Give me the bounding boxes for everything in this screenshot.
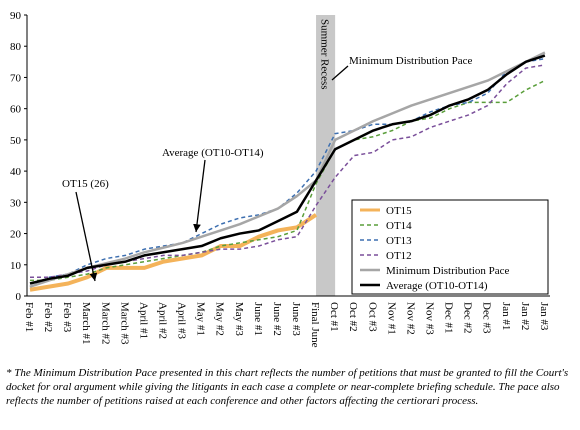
y-tick-label: 20 xyxy=(10,229,22,241)
x-tick-label: Oct #3 xyxy=(366,302,378,332)
x-tick-label: Dec #1 xyxy=(443,302,455,333)
x-tick-label: April #1 xyxy=(137,302,149,339)
x-tick-label: Feb #1 xyxy=(23,302,35,332)
x-tick-label: Jan #3 xyxy=(538,302,550,331)
series-line xyxy=(29,51,546,288)
x-tick-label: May #2 xyxy=(214,302,226,336)
x-tick-label: Oct #1 xyxy=(328,302,340,332)
x-tick-label: Oct #2 xyxy=(347,302,359,332)
x-tick-label: June #3 xyxy=(290,302,302,336)
chart: Summer Recess 0 10 20 30 40 50 60 70 80 90 Feb #1 Fe… xyxy=(10,10,550,348)
legend-label: OT12 xyxy=(386,250,412,262)
x-tick-label: Feb #2 xyxy=(42,302,54,332)
legend-label: OT14 xyxy=(386,220,412,232)
annotation-pointer xyxy=(75,191,98,282)
annotation-pointer xyxy=(193,159,206,233)
x-tick-label: Nov #1 xyxy=(385,302,397,335)
x-tick-label: Nov #3 xyxy=(423,302,435,335)
legend-box xyxy=(351,199,549,295)
x-tick-label: Final June xyxy=(309,302,321,348)
y-tick-label: 10 xyxy=(10,260,22,272)
x-tick-label: Jan #2 xyxy=(519,302,531,330)
y-tick-label: 90 xyxy=(10,10,22,22)
series-line xyxy=(30,79,546,282)
x-tick-label: Dec #3 xyxy=(481,302,493,334)
x-tick-label: March #3 xyxy=(118,302,130,345)
y-tick-label: 0 xyxy=(16,291,22,303)
x-tick-label: June #2 xyxy=(271,302,283,336)
footnote: * The Minimum Distribution Pace presente… xyxy=(6,367,569,407)
legend-label: OT15 xyxy=(386,205,412,217)
legend-label: Average (OT10-OT14) xyxy=(386,280,488,292)
x-tick-label: Feb #3 xyxy=(61,302,73,333)
x-tick-label: Jan #1 xyxy=(500,302,512,330)
series-line xyxy=(29,54,546,285)
summer-recess-band xyxy=(316,15,336,296)
annotation-pointer xyxy=(331,65,349,81)
x-tick-label: May #1 xyxy=(195,302,207,336)
legend-label: OT13 xyxy=(386,235,412,247)
y-tick-label: 60 xyxy=(10,104,22,116)
y-tick-label: 80 xyxy=(10,41,22,53)
y-tick-label: 40 xyxy=(10,166,22,178)
x-tick-label: March #2 xyxy=(99,302,111,344)
y-tick-label: 30 xyxy=(10,197,22,209)
series-line xyxy=(29,57,546,288)
x-tick-label: June #1 xyxy=(252,302,264,336)
annotation: OT15 (26) xyxy=(62,178,109,190)
y-tick-label: 70 xyxy=(10,72,22,84)
series-line xyxy=(29,213,318,292)
annotation: Average (OT10-OT14) xyxy=(162,147,264,159)
x-tick-label: March #1 xyxy=(80,302,92,344)
annotation: Minimum Distribution Pace xyxy=(349,55,473,67)
y-tick-label: 50 xyxy=(10,135,22,147)
legend-label: Minimum Distribution Pace xyxy=(386,265,510,277)
x-tick-label: Dec #2 xyxy=(462,302,474,333)
x-tick-label: April #3 xyxy=(176,302,188,339)
x-tick-label: April #2 xyxy=(156,302,168,339)
x-tick-label: May #3 xyxy=(233,302,245,336)
band-label: Summer Recess xyxy=(319,19,331,90)
x-tick-label: Nov #2 xyxy=(404,302,416,335)
